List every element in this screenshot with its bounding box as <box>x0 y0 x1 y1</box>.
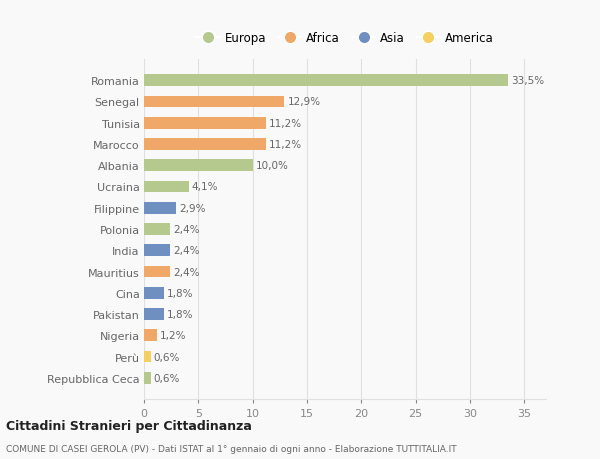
Bar <box>144 118 266 129</box>
Text: 2,9%: 2,9% <box>179 203 205 213</box>
Text: 2,4%: 2,4% <box>173 267 200 277</box>
Text: 0,6%: 0,6% <box>154 352 180 362</box>
Text: 11,2%: 11,2% <box>269 140 302 150</box>
Legend: Europa, Africa, Asia, America: Europa, Africa, Asia, America <box>193 28 497 48</box>
Bar <box>144 96 284 108</box>
Text: COMUNE DI CASEI GEROLA (PV) - Dati ISTAT al 1° gennaio di ogni anno - Elaborazio: COMUNE DI CASEI GEROLA (PV) - Dati ISTAT… <box>6 444 457 453</box>
Text: 0,6%: 0,6% <box>154 373 180 383</box>
Bar <box>144 266 170 278</box>
Text: 2,4%: 2,4% <box>173 246 200 256</box>
Text: Cittadini Stranieri per Cittadinanza: Cittadini Stranieri per Cittadinanza <box>6 419 252 432</box>
Text: 33,5%: 33,5% <box>511 76 544 86</box>
Bar <box>144 372 151 384</box>
Text: 11,2%: 11,2% <box>269 118 302 129</box>
Bar <box>144 181 188 193</box>
Text: 2,4%: 2,4% <box>173 224 200 235</box>
Bar <box>144 351 151 363</box>
Bar <box>144 224 170 235</box>
Text: 10,0%: 10,0% <box>256 161 289 171</box>
Bar <box>144 245 170 257</box>
Text: 1,8%: 1,8% <box>167 288 193 298</box>
Bar <box>144 75 508 87</box>
Bar <box>144 308 164 320</box>
Bar <box>144 139 266 151</box>
Text: 12,9%: 12,9% <box>287 97 320 107</box>
Text: 1,2%: 1,2% <box>160 330 187 341</box>
Bar <box>144 202 176 214</box>
Bar <box>144 330 157 341</box>
Text: 1,8%: 1,8% <box>167 309 193 319</box>
Text: 4,1%: 4,1% <box>192 182 218 192</box>
Bar <box>144 287 164 299</box>
Bar <box>144 160 253 172</box>
